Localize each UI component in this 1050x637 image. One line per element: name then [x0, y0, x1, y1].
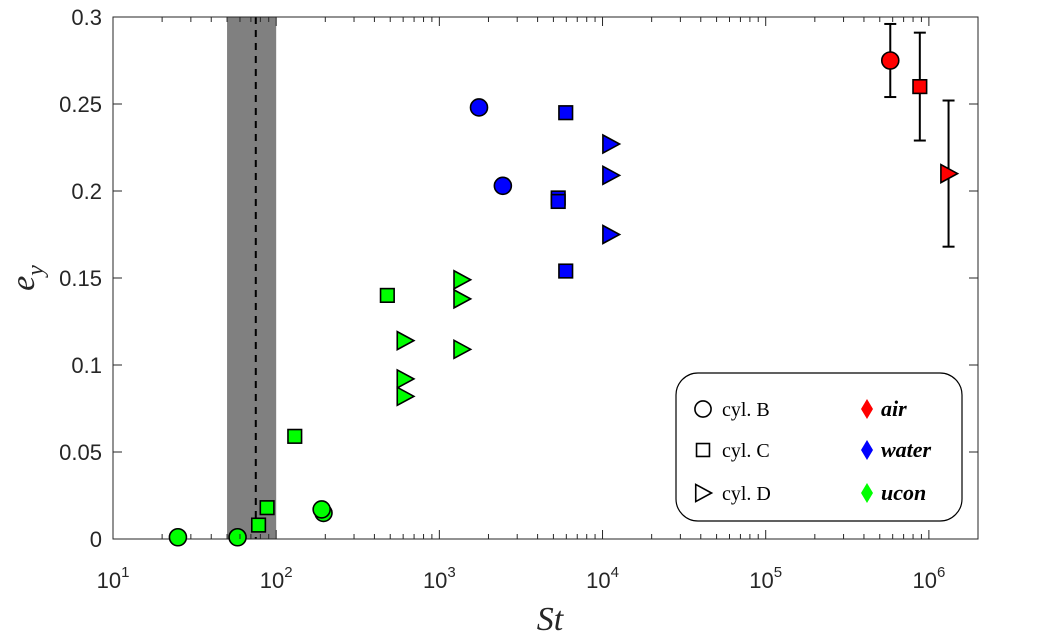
x-tick-label: 101 [97, 564, 130, 593]
x-tick-label-base: 10 [749, 568, 773, 593]
x-tick-label-exponent: 6 [937, 564, 945, 581]
y-tick-label: 0.05 [59, 440, 102, 465]
legend-marker-triangle-right [694, 483, 714, 503]
legend-diamond-water [861, 440, 873, 460]
shaded-band-layer [227, 17, 277, 539]
legend-label-water: water [881, 437, 932, 462]
legend-marker-square [695, 442, 711, 458]
data-point-water-triangle-right [602, 133, 622, 155]
legend-marker-circle [694, 400, 712, 418]
data-point-ucon-triangle-right [453, 269, 473, 291]
data-point-ucon-square [287, 428, 303, 444]
data-point-water-circle [493, 176, 513, 196]
x-tick-label: 105 [749, 564, 782, 593]
data-point-ucon-square [259, 500, 275, 516]
x-tick-label-exponent: 4 [611, 564, 619, 581]
data-point-air-square [912, 79, 928, 95]
legend-box [675, 372, 963, 522]
x-tick-label-base: 10 [423, 568, 447, 593]
legend-label-air: air [881, 396, 907, 421]
data-point-air-circle [880, 51, 900, 70]
x-tick-label-base: 10 [260, 568, 284, 593]
x-tick-label-exponent: 1 [121, 564, 129, 581]
y-tick-label: 0.15 [59, 266, 102, 291]
data-point-ucon-circle [228, 527, 247, 547]
shaded-band [227, 17, 277, 539]
y-tick-label: 0.2 [71, 179, 102, 204]
y-tick-label: 0.1 [71, 353, 102, 378]
data-point-water-circle [469, 98, 489, 117]
data-point-water-square [550, 193, 566, 210]
x-tick-label-base: 10 [586, 568, 610, 593]
data-point-ucon-triangle-right [453, 288, 473, 310]
x-tick-label: 104 [586, 564, 619, 593]
y-tick-label: 0.25 [59, 92, 102, 117]
legend-label-triangle-right: cyl. D [722, 483, 771, 505]
data-point-ucon-square [250, 517, 267, 533]
data-point-water-square [558, 105, 574, 121]
x-tick-label: 106 [912, 564, 945, 593]
x-tick-label: 102 [260, 564, 293, 593]
y-axis-label-main: e [5, 276, 42, 291]
data-point-ucon-triangle-right [396, 330, 416, 351]
x-tick-label: 103 [423, 564, 456, 593]
legend-label-square: cyl. C [722, 440, 770, 462]
y-axis-label: ey [5, 265, 49, 291]
x-tick-label-base: 10 [912, 568, 936, 593]
data-points [168, 51, 960, 547]
data-point-ucon-triangle-right [396, 368, 416, 390]
x-tick-label-exponent: 5 [774, 564, 782, 581]
data-point-air-triangle-right [940, 163, 960, 184]
data-point-ucon-circle [168, 527, 188, 547]
y-axis-label-subscript: y [23, 265, 49, 278]
x-tick-label-base: 10 [97, 568, 121, 593]
data-point-ucon-triangle-right [396, 385, 416, 407]
data-point-ucon-square [379, 287, 395, 304]
x-axis-label: St [537, 601, 565, 637]
x-tick-label-exponent: 2 [284, 564, 292, 581]
y-tick-label: 0.3 [71, 5, 102, 30]
x-tick-label-exponent: 3 [447, 564, 455, 581]
data-point-water-triangle-right [602, 164, 622, 186]
data-point-water-triangle-right [602, 224, 622, 245]
data-point-ucon-circle [312, 500, 331, 519]
legend-diamond-ucon [861, 483, 873, 503]
legend-label-ucon: ucon [881, 480, 926, 505]
y-tick-label: 0 [90, 527, 102, 552]
svg-text:ey: ey [5, 265, 49, 291]
data-point-ucon-triangle-right [453, 338, 473, 360]
legend-diamond-air [861, 399, 873, 419]
legend-label-circle: cyl. B [722, 399, 770, 421]
data-point-water-square [558, 263, 574, 279]
legend: cyl. B cyl. C cyl. D air water ucon [675, 372, 963, 522]
